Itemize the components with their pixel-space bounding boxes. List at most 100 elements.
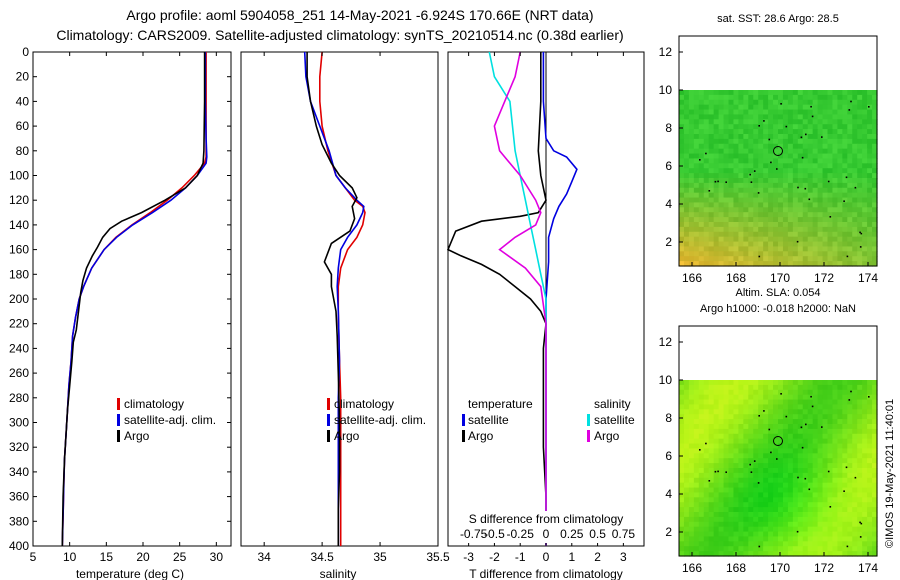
map-cell [683,124,690,130]
legend-label-argo: Argo [124,429,150,443]
map-cell [718,207,725,213]
map-cell [763,443,769,450]
map-cell [822,551,829,557]
map-cell [792,173,799,179]
map-cell [773,173,779,179]
map-cell [802,482,809,489]
map-cell [743,536,749,542]
map-cell [827,256,834,262]
map-cell [807,468,814,474]
map-cell [797,138,804,145]
map-cell [872,90,878,96]
map-cell [842,90,848,96]
map-cell [822,502,829,508]
map-cell [773,428,779,435]
map-cell [862,531,868,538]
map-cell [778,187,784,194]
map-cell [728,526,735,533]
map-cell [807,424,814,430]
map-cell [782,129,789,135]
map-cell [847,163,853,169]
map-cell [708,104,715,111]
map-cell [812,202,819,208]
map-cell [778,261,784,267]
map-cell [787,551,794,557]
map-cell [713,134,720,140]
map-cell [753,138,759,145]
map-cell [713,428,720,435]
map-cell [787,251,794,257]
map-cell [812,168,819,174]
map-cell [827,507,834,513]
map-cell [703,516,710,523]
map-cell [688,192,695,199]
map-cell [857,124,863,130]
map-cell [867,207,873,213]
map-cell [802,124,809,130]
map-cell [738,512,744,518]
map-cell [807,453,814,459]
map-cell [728,197,735,204]
map-cell [703,231,710,238]
map-cell [792,477,799,484]
map-cell [728,424,735,430]
map-cell [797,231,804,238]
map-cell [703,148,710,155]
map-cell [693,178,700,184]
map-cell [778,394,784,401]
map-cell [683,438,690,445]
map-cell [703,419,710,425]
map-cell [847,182,853,189]
y-tick-label: 160 [9,243,29,257]
map-cell [703,380,710,386]
map-cell [867,438,873,445]
map-cell [778,178,784,184]
map-cell [683,419,690,425]
map-cell [698,448,705,454]
map-cell [797,197,804,204]
map-cell [748,173,754,179]
map-cell [733,448,739,454]
map-cell [797,212,804,218]
map-cell [683,134,690,140]
map-cell [827,114,834,120]
island-speck [821,426,823,428]
map-cell [797,414,804,420]
map-cell [817,428,824,435]
map-cell [797,187,804,194]
map-cell [733,231,739,238]
map-cell [832,246,838,252]
map-cell [797,546,804,552]
map-cell [822,217,829,223]
map-cell [862,458,868,464]
map-cell [738,217,744,223]
map-cell [718,129,725,135]
map-cell [723,458,730,464]
map-cell [748,512,754,518]
map-cell [738,134,744,140]
argo-location-marker [773,436,783,446]
map-cell [748,531,754,538]
map-cell [797,394,804,401]
map-cell [753,99,759,106]
map-cell [847,526,853,533]
map-cell [817,256,824,262]
map-cell [867,380,873,386]
island-speck [708,190,711,192]
map-cell [683,409,690,415]
map-cell [728,394,735,401]
map-cell [782,492,789,498]
map-cell [862,546,868,552]
map-cell [822,536,829,542]
map-cell [847,531,853,538]
map-cell [748,192,754,199]
map-cell [842,433,848,440]
map-cell [837,389,843,396]
map-cell [708,546,715,552]
map-cell [703,424,710,430]
map-cell [797,404,804,410]
map-cell [862,158,868,164]
map-cell [822,226,829,233]
map-cell [787,531,794,538]
map-cell [832,399,838,406]
